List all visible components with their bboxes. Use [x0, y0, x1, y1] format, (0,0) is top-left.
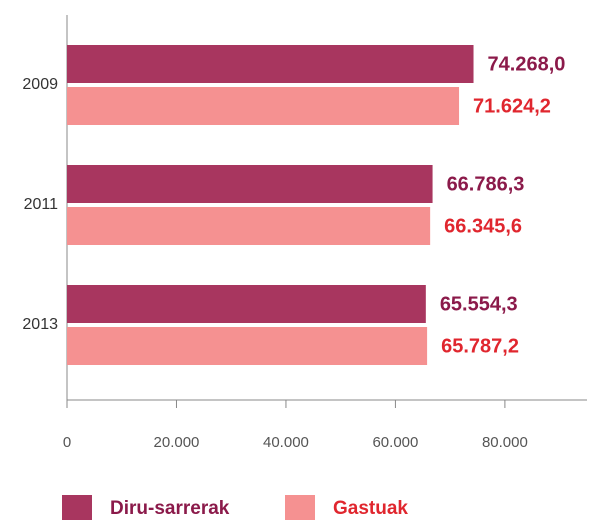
y-tick-label: 2011: [24, 196, 59, 213]
value-label: 71.624,2: [473, 95, 551, 117]
legend-swatch: [62, 495, 92, 520]
bar: [67, 327, 428, 365]
bar: [67, 207, 431, 245]
value-label: 74.268,0: [488, 53, 566, 75]
value-label: 65.787,2: [441, 335, 519, 357]
y-tick-label: 2013: [22, 316, 58, 333]
x-tick-label: 60.000: [372, 434, 418, 451]
bar: [67, 87, 460, 125]
legend-label: Gastuak: [333, 498, 408, 519]
bar: [67, 285, 426, 323]
x-tick-label: 80.000: [482, 434, 528, 451]
x-tick-label: 0: [63, 434, 71, 451]
bar: [67, 165, 433, 203]
legend-label: Diru-sarrerak: [110, 498, 230, 519]
x-tick-label: 40.000: [263, 434, 309, 451]
value-label: 66.786,3: [447, 173, 525, 195]
y-tick-label: 2009: [22, 76, 58, 93]
bar: [67, 45, 474, 83]
x-tick-label: 20.000: [154, 434, 200, 451]
value-label: 65.554,3: [440, 293, 518, 315]
value-label: 66.345,6: [444, 215, 522, 237]
legend-swatch: [285, 495, 315, 520]
